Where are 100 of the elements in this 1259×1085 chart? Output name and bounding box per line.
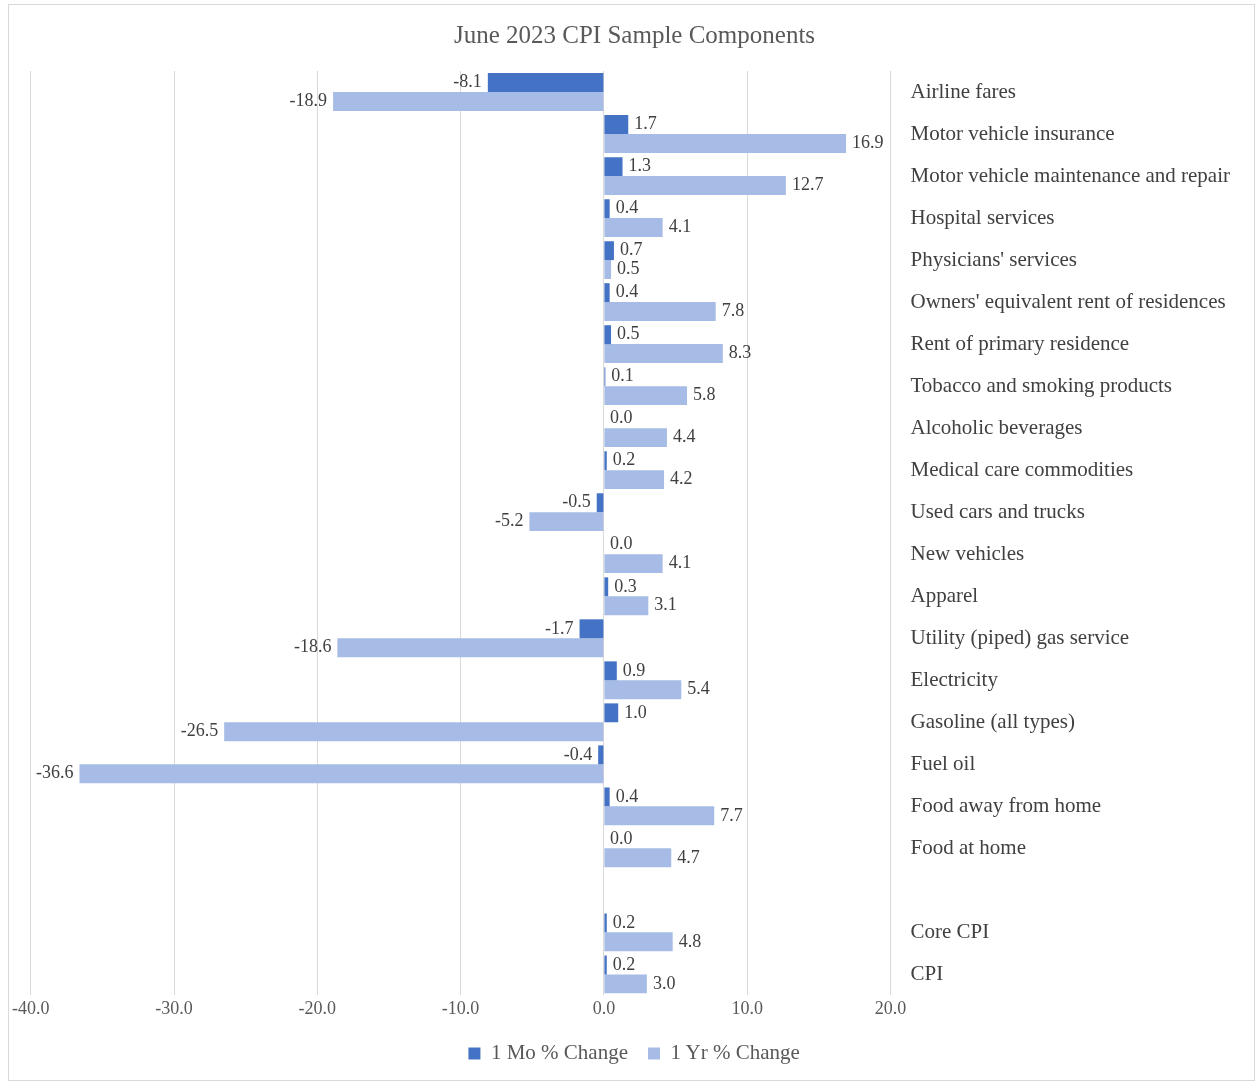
y-tick-label: Tobacco and smoking products: [910, 372, 1173, 397]
bar: [596, 493, 604, 513]
bar: [604, 428, 667, 448]
bar: [604, 974, 647, 994]
data-label: 5.8: [693, 384, 716, 405]
bar: [604, 596, 649, 616]
data-label: 3.0: [652, 972, 676, 993]
bar: [333, 92, 604, 111]
data-label: 0.2: [612, 953, 636, 974]
legend-label: 1 Yr % Change: [670, 1040, 800, 1065]
data-label: 0.2: [612, 449, 636, 470]
data-label: -8.1: [453, 71, 482, 92]
y-tick-label: Motor vehicle maintenance and repair: [910, 162, 1231, 187]
bar: [604, 325, 612, 345]
bar: [604, 134, 847, 153]
data-label: -18.6: [293, 636, 332, 657]
bar: [604, 241, 614, 261]
data-label: 4.8: [678, 930, 702, 951]
data-label: 3.1: [654, 594, 677, 615]
bar: [604, 115, 629, 135]
data-label: 4.1: [668, 216, 692, 237]
data-label: 0.4: [615, 281, 639, 302]
data-label: 0.1: [611, 365, 634, 386]
bar: [604, 932, 673, 952]
bar: [337, 638, 604, 658]
legend-label: 1 Mo % Change: [490, 1040, 629, 1065]
x-tick-label: -30.0: [155, 997, 193, 1018]
bar: [604, 661, 617, 681]
y-tick-label: New vehicles: [910, 540, 1025, 565]
y-tick-label: Hospital services: [910, 204, 1055, 229]
data-label: 4.1: [668, 552, 692, 573]
y-tick-label: Core CPI: [910, 918, 990, 943]
y-tick-label: Motor vehicle insurance: [910, 120, 1115, 145]
data-label: 12.7: [791, 174, 824, 195]
data-label: 8.3: [728, 342, 752, 363]
bar: [604, 955, 607, 975]
bar: [604, 703, 619, 723]
y-tick-label: Electricity: [910, 666, 999, 691]
bar: [79, 764, 604, 784]
y-tick-label: Food at home: [910, 834, 1026, 859]
data-label: 1.3: [628, 155, 652, 176]
y-tick-label: Owners' equivalent rent of residences: [910, 288, 1226, 313]
bar: [604, 199, 610, 219]
bar: [604, 344, 723, 364]
data-label: 0.0: [609, 533, 633, 554]
x-tick-label: 0.0: [592, 997, 616, 1018]
y-tick-label: Gasoline (all types): [910, 708, 1075, 733]
bar: [604, 283, 610, 303]
data-label: 5.4: [687, 678, 710, 699]
data-label: 0.9: [622, 659, 646, 680]
data-label: -26.5: [180, 720, 219, 741]
data-label: -0.5: [562, 491, 591, 512]
data-label: 4.2: [670, 468, 693, 489]
bar: [604, 302, 716, 322]
bar: [487, 73, 604, 93]
data-label: 7.7: [720, 804, 743, 825]
data-label: -36.6: [35, 762, 74, 783]
data-label: 0.0: [609, 827, 633, 848]
bar: [604, 554, 663, 574]
data-label: 0.4: [615, 785, 639, 806]
y-tick-label: Food away from home: [910, 792, 1102, 817]
bar: [604, 451, 607, 471]
y-tick-label: Utility (piped) gas service: [910, 624, 1130, 649]
y-tick-label: Physicians' services: [910, 246, 1077, 271]
data-label: 7.8: [721, 300, 745, 321]
bar: [529, 512, 604, 532]
data-label: 1.7: [634, 113, 657, 134]
bar: [604, 218, 663, 237]
bar: [224, 722, 604, 742]
y-tick-label: Apparel: [910, 582, 979, 607]
data-label: 16.9: [852, 132, 884, 153]
data-label: 0.2: [612, 911, 636, 932]
y-tick-label: Fuel oil: [910, 750, 976, 775]
y-tick-label: Alcoholic beverages: [910, 414, 1083, 439]
bar: [604, 176, 786, 195]
data-label: -18.9: [289, 90, 328, 111]
chart-title: June 2023 CPI Sample Components: [453, 20, 816, 48]
bar: [598, 745, 604, 765]
bar: [604, 848, 672, 868]
data-label: 4.4: [672, 426, 696, 447]
data-label: 0.5: [617, 258, 640, 279]
y-tick-label: Medical care commodities: [910, 456, 1134, 481]
bar: [604, 680, 682, 700]
bar: [604, 577, 609, 597]
x-tick-label: -20.0: [298, 997, 337, 1018]
bar: [604, 913, 607, 933]
data-label: 0.5: [617, 323, 640, 344]
bar: [604, 470, 665, 490]
bar: [604, 386, 688, 406]
data-label: -0.4: [563, 743, 593, 764]
data-label: 0.0: [609, 407, 633, 428]
y-tick-label: CPI: [910, 960, 944, 985]
data-label: 1.0: [624, 701, 647, 722]
y-tick-label: Used cars and trucks: [910, 498, 1085, 523]
y-tick-label: Rent of primary residence: [910, 330, 1130, 355]
x-tick-label: -40.0: [12, 997, 50, 1018]
bar: [604, 806, 715, 826]
data-label: 0.4: [615, 197, 639, 218]
bar: [579, 619, 604, 639]
y-tick-label: Airline fares: [910, 78, 1017, 103]
